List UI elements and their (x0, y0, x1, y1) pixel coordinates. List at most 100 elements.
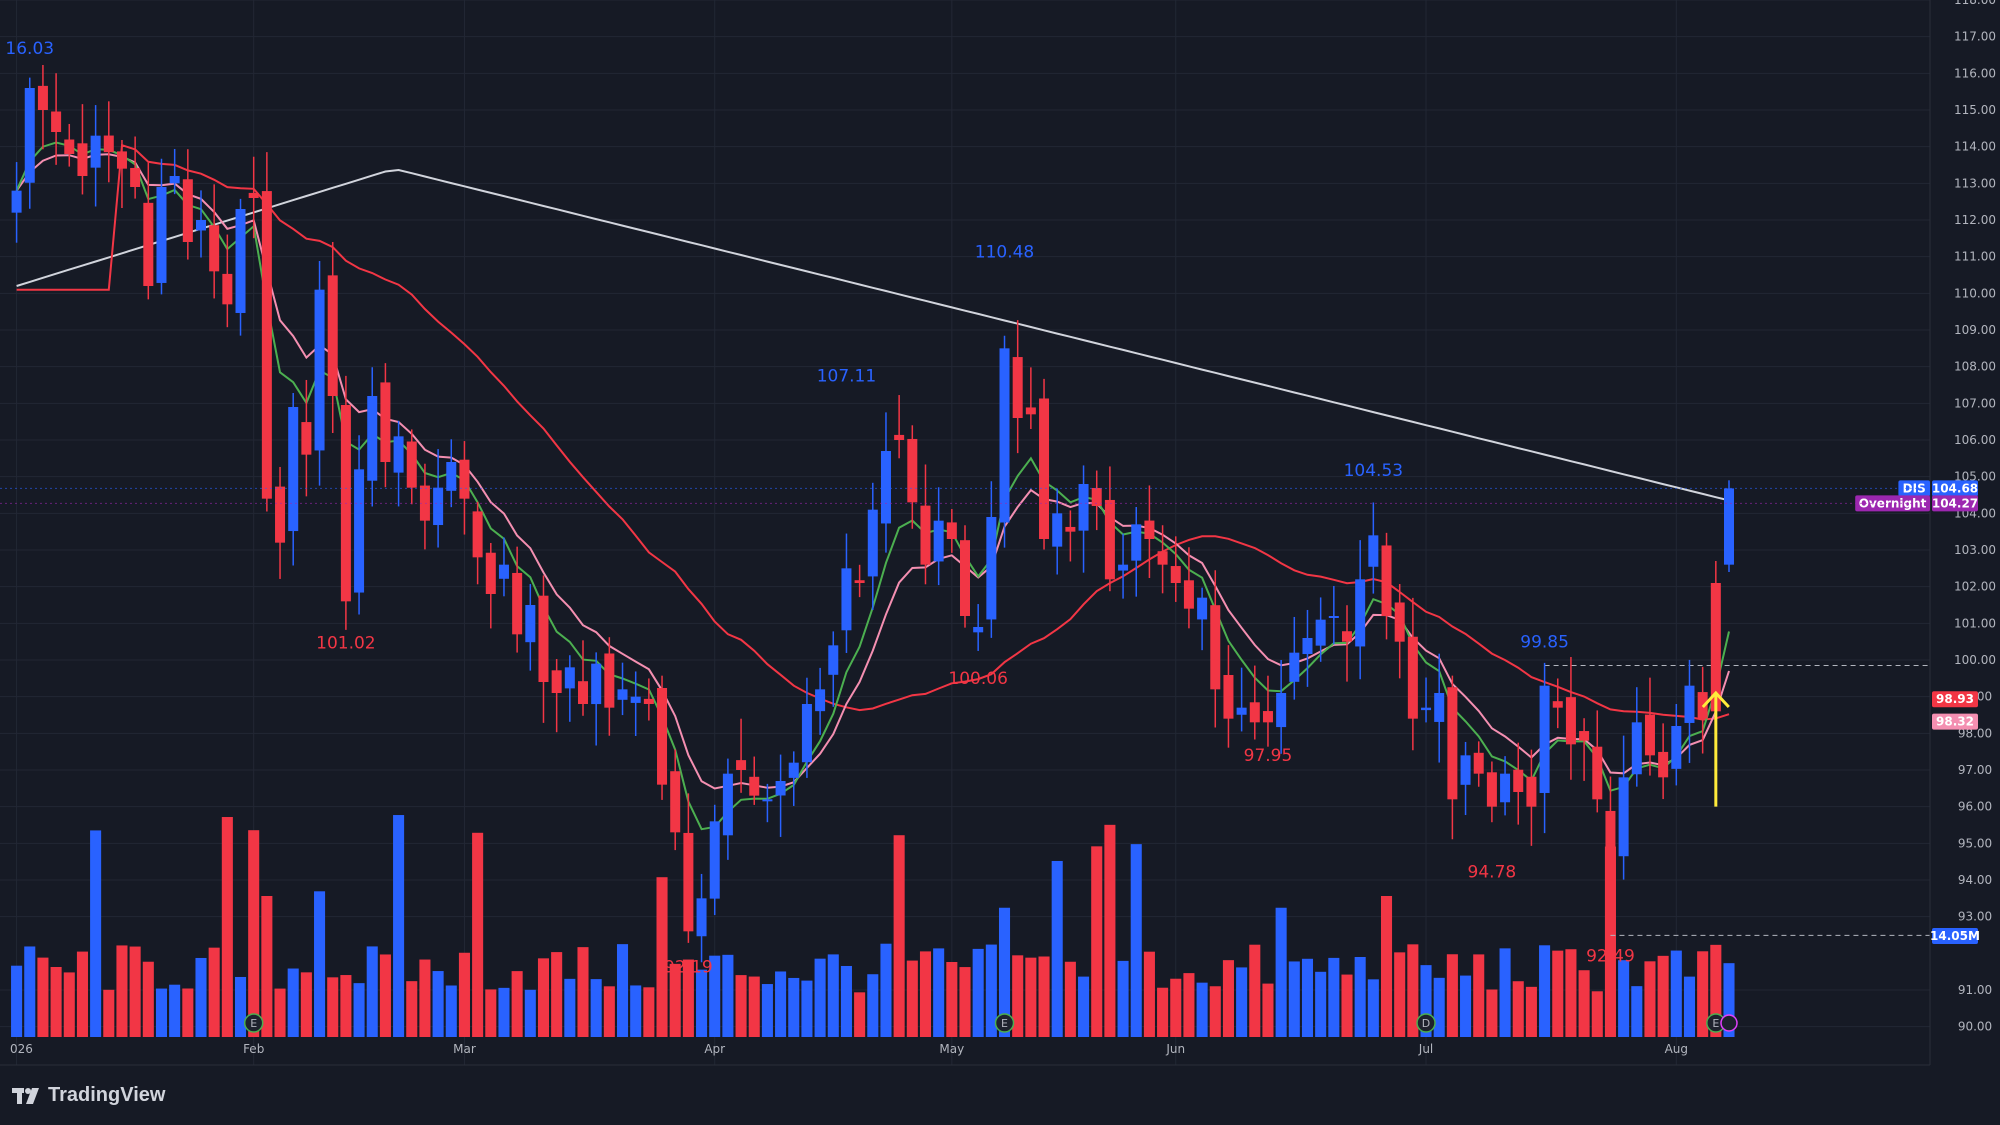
volume-bar-19 (261, 896, 273, 1037)
volume-bar-64 (854, 992, 866, 1037)
candle-body-40 (538, 595, 549, 682)
price-annotation-8: 94.78 (1468, 862, 1517, 882)
price-tick-10: 108.00 (1954, 360, 1996, 374)
candle-body-26 (354, 469, 365, 593)
candle-body-125 (1658, 751, 1669, 778)
candle-body-33 (446, 462, 457, 491)
volume-bar-101 (1341, 974, 1353, 1037)
volume-bars (11, 815, 1735, 1037)
candle-body-88 (1170, 566, 1181, 583)
candle-body-97 (1289, 652, 1300, 682)
volume-bar-2 (37, 957, 49, 1037)
volume-bar-68 (906, 960, 918, 1037)
candle-body-71 (946, 522, 957, 539)
candle-body-115 (1526, 776, 1537, 807)
candle-body-85 (1131, 524, 1142, 561)
price-annotation-5: 104.53 (1344, 461, 1403, 481)
volume-bar-107 (1420, 965, 1432, 1037)
candle-body-73 (973, 627, 984, 633)
candle-body-28 (380, 382, 391, 462)
candle-body-19 (261, 191, 272, 499)
volume-bar-4 (63, 972, 75, 1037)
volume-bar-73 (972, 948, 984, 1037)
price-annotation-4: 100.06 (948, 669, 1007, 689)
candle-body-42 (564, 667, 575, 689)
candle-body-50 (670, 771, 681, 833)
volume-bar-6 (90, 830, 102, 1037)
candle-body-118 (1565, 697, 1576, 745)
volume-bar-14 (195, 957, 207, 1037)
price-tick-15: 103.00 (1954, 543, 1996, 557)
volume-bar-7 (103, 989, 115, 1037)
candle-body-49 (657, 687, 668, 785)
volume-bar-102 (1354, 957, 1366, 1037)
volume-bar-97 (1288, 961, 1300, 1037)
candle-body-92 (1223, 675, 1234, 719)
candle-body-45 (604, 653, 615, 708)
time-tick-0: 026 (10, 1042, 33, 1056)
price-annotation-0: 16.03 (5, 39, 54, 59)
volume-bar-13 (182, 988, 194, 1037)
brand-name: TradingView (48, 1083, 166, 1106)
candle-body-102 (1355, 579, 1366, 647)
volume-bar-48 (643, 987, 655, 1037)
volume-bar-55 (735, 975, 747, 1037)
candle-body-58 (775, 781, 786, 796)
volume-bar-96 (1275, 907, 1287, 1037)
price-scale-background[interactable] (1930, 0, 2000, 1065)
volume-bar-29 (393, 815, 405, 1037)
volume-bar-121 (1604, 846, 1616, 1037)
volume-bar-38 (511, 971, 523, 1037)
volume-bar-20 (274, 988, 286, 1037)
volume-bar-46 (616, 944, 629, 1037)
volume-bar-79 (1051, 860, 1063, 1037)
candle-body-122 (1618, 777, 1629, 857)
volume-bar-40 (537, 958, 550, 1037)
candle-body-67 (894, 434, 905, 440)
time-scale[interactable]: 026 Feb Mar Apr May Jun Jul Aug (10, 1042, 1688, 1056)
tradingview-logo[interactable]: TradingView (12, 1082, 165, 1108)
time-tick-5: Jun (1165, 1042, 1185, 1056)
volume-bar-88 (1170, 978, 1182, 1037)
candle-body-12 (169, 176, 180, 184)
price-tick-26: 91.00 (1958, 983, 1992, 997)
candle-body-38 (512, 572, 523, 635)
candle-body-57 (762, 799, 773, 802)
price-tick-8: 110.00 (1954, 286, 1996, 300)
price-tag-value-0: 104.68 (1932, 481, 1978, 495)
volume-bar-24 (327, 977, 339, 1037)
volume-bar-104 (1380, 896, 1393, 1037)
volume-bar-109 (1446, 954, 1458, 1037)
time-tick-3: Apr (704, 1042, 725, 1056)
volume-bar-44 (590, 979, 602, 1037)
candle-body-72 (959, 540, 971, 616)
volume-bar-60 (801, 980, 813, 1037)
price-tag-label-box-0 (1898, 480, 1930, 497)
volume-bar-25 (340, 975, 352, 1037)
candle-body-123 (1631, 722, 1642, 775)
price-annotation-10: 92.49 (1586, 946, 1635, 966)
price-tick-12: 106.00 (1954, 433, 1996, 447)
candle-body-43 (577, 681, 589, 704)
volume-bar-120 (1591, 991, 1603, 1037)
volume-bar-126 (1670, 950, 1682, 1037)
candle-body-90 (1197, 597, 1208, 620)
volume-bar-86 (1143, 951, 1155, 1037)
dashed-levels (1544, 665, 1930, 936)
candle-body-34 (459, 459, 470, 499)
volume-bar-51 (682, 959, 694, 1037)
candle-body-13 (182, 179, 193, 242)
candle-body-9 (130, 167, 141, 187)
price-scale[interactable]: 118.00 117.00 116.00 115.00 114.00 113.00 112.… (1954, 0, 1996, 1034)
price-tick-21: 97.00 (1958, 763, 1992, 777)
volume-bar-26 (353, 983, 365, 1037)
volume-bar-74 (985, 944, 997, 1037)
volume-bar-123 (1631, 986, 1643, 1037)
event-marker-label-3: E (1712, 1017, 1719, 1030)
volume-bar-115 (1525, 986, 1537, 1037)
candle-body-69 (920, 505, 931, 565)
volume-bar-36 (485, 989, 497, 1037)
volume-bar-118 (1565, 949, 1577, 1037)
